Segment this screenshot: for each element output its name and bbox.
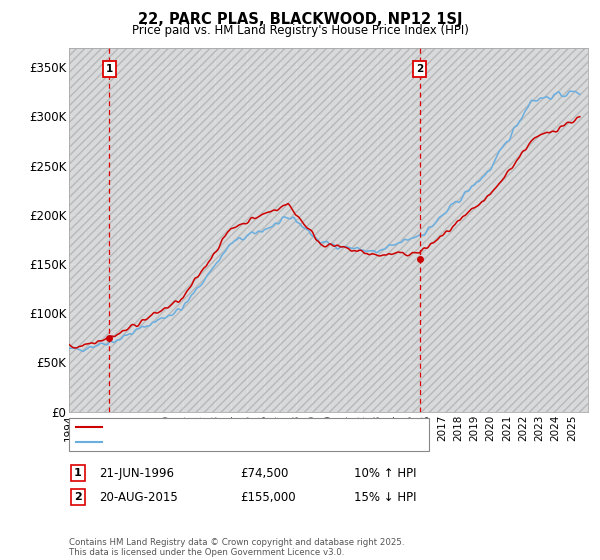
Text: 10% ↑ HPI: 10% ↑ HPI	[354, 466, 416, 480]
Text: HPI: Average price, detached house, Caerphilly: HPI: Average price, detached house, Caer…	[107, 437, 364, 447]
Text: 2: 2	[416, 64, 424, 74]
Text: £74,500: £74,500	[240, 466, 289, 480]
Text: 21-JUN-1996: 21-JUN-1996	[99, 466, 174, 480]
Text: 22, PARC PLAS, BLACKWOOD, NP12 1SJ: 22, PARC PLAS, BLACKWOOD, NP12 1SJ	[138, 12, 462, 27]
Text: £155,000: £155,000	[240, 491, 296, 504]
Text: 20-AUG-2015: 20-AUG-2015	[99, 491, 178, 504]
Text: 15% ↓ HPI: 15% ↓ HPI	[354, 491, 416, 504]
Text: 1: 1	[106, 64, 113, 74]
Text: 2: 2	[74, 492, 82, 502]
Text: Contains HM Land Registry data © Crown copyright and database right 2025.
This d: Contains HM Land Registry data © Crown c…	[69, 538, 404, 557]
Text: 22, PARC PLAS, BLACKWOOD, NP12 1SJ (detached house): 22, PARC PLAS, BLACKWOOD, NP12 1SJ (deta…	[107, 422, 421, 432]
Text: Price paid vs. HM Land Registry's House Price Index (HPI): Price paid vs. HM Land Registry's House …	[131, 24, 469, 36]
Text: 1: 1	[74, 468, 82, 478]
